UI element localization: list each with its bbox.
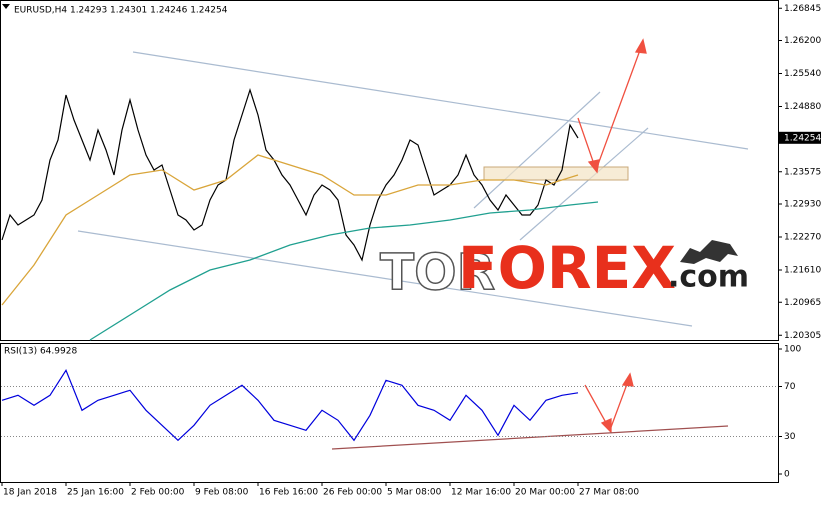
x-tick-label: 2 Feb 00:00 [131, 488, 185, 498]
x-tick-label: 18 Jan 2018 [3, 488, 57, 498]
current-price-label: 1.24254 [784, 133, 821, 143]
y-tick-label: 1.22930 [784, 200, 821, 210]
channel-line [132, 51, 749, 150]
series-line [1, 154, 579, 306]
forecast-arrows [577, 38, 647, 434]
x-tick-label: 25 Jan 16:00 [67, 488, 124, 498]
y-tick-label: 1.22270 [784, 233, 821, 243]
arrowhead [600, 417, 612, 434]
y-tick-label: 30 [784, 432, 796, 442]
y-tick-label: 1.26845 [784, 4, 821, 14]
channel-line [473, 91, 601, 209]
watermark-tor: TOR [380, 244, 495, 302]
current-price-box [779, 131, 821, 144]
channel-line [519, 127, 649, 241]
x-tick-label: 16 Feb 16:00 [259, 488, 318, 498]
main-panel [0, 0, 779, 341]
x-tick-label: 26 Feb 00:00 [323, 488, 382, 498]
watermark-com: .com [668, 260, 749, 295]
rsi-trendline [331, 425, 729, 450]
y-tick-label: 100 [784, 345, 801, 355]
chart-title: EURUSD,H4 1.24293 1.24301 1.24246 1.2425… [14, 6, 228, 16]
y-tick-label: 1.20305 [784, 331, 821, 341]
arrowhead [621, 372, 634, 387]
y-tick-label: 1.21610 [784, 266, 821, 276]
x-tick-label: 20 Mar 00:00 [515, 488, 575, 498]
y-tick-label: 1.20965 [784, 298, 821, 308]
channel-line [77, 230, 693, 327]
x-tick-label: 12 Mar 16:00 [451, 488, 511, 498]
logo-bull [680, 240, 738, 264]
y-tick-label: 1.25540 [784, 69, 821, 79]
rsi-panel [0, 343, 779, 483]
series-line [1, 88, 579, 262]
y-tick-label: 1.24880 [784, 102, 821, 112]
x-tick-label: 5 Mar 08:00 [387, 488, 442, 498]
y-tick-label: 1.26200 [784, 36, 821, 46]
series-line [1, 368, 579, 442]
channels [77, 51, 749, 327]
watermark-forex: FOREX [458, 234, 676, 302]
arrowhead [587, 159, 600, 174]
arrowhead [634, 38, 647, 54]
x-tick-label: 9 Feb 08:00 [195, 488, 249, 498]
zone [483, 166, 629, 181]
rsi-title: RSI(13) 64.9928 [4, 347, 77, 357]
series-line [89, 201, 599, 341]
y-tick-label: 70 [784, 382, 796, 392]
y-tick-label: 0 [784, 470, 790, 480]
y-tick-label: 1.23575 [784, 167, 821, 177]
menu-icon [2, 4, 10, 9]
x-tick-label: 27 Mar 08:00 [579, 488, 639, 498]
